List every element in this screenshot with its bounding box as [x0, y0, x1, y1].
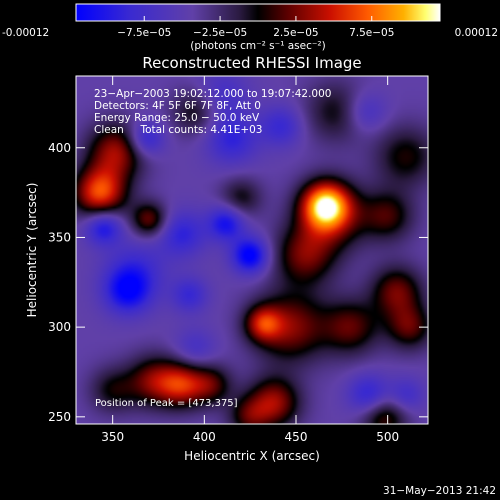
info-line-counts: Clean Total counts: 4.41E+03	[94, 124, 263, 136]
info-line-energy: Energy Range: 25.0 − 50.0 keV	[94, 112, 260, 124]
peak-position-label: Position of Peak = [473,375]	[95, 398, 238, 409]
x-axis-ticks	[112, 76, 389, 424]
colorbar-unit-label: (photons cm⁻² s⁻¹ asec⁻²)	[190, 40, 325, 52]
x-tick-label: 450	[285, 430, 308, 444]
colorbar	[75, 3, 441, 22]
x-axis-tick-labels: 350 400 450 500	[101, 430, 399, 444]
y-tick-label: 250	[48, 410, 71, 424]
info-line-detectors: Detectors: 4F 5F 6F 7F 8F, Att 0	[94, 100, 261, 112]
x-tick-label: 350	[101, 430, 124, 444]
info-line-time: 23−Apr−2003 19:02:12.000 to 19:07:42.000	[94, 88, 331, 100]
colorbar-tick-label: −7.5e−05	[117, 27, 171, 39]
plot-frame	[75, 75, 429, 425]
chart-title: Reconstructed RHESSI Image	[142, 54, 361, 72]
y-axis-label: Heliocentric Y (arcsec)	[25, 183, 39, 318]
y-axis-tick-labels: 250 300 350 400	[48, 141, 71, 424]
colorbar-tick-label: 0.00012	[455, 27, 498, 39]
y-tick-label: 300	[48, 320, 71, 334]
x-tick-label: 500	[376, 430, 399, 444]
colorbar-tick-label: 2.5e−05	[273, 27, 318, 39]
x-tick-label: 400	[193, 430, 216, 444]
colorbar-ticks	[75, 16, 441, 21]
colorbar-tick-label: −2.5e−05	[193, 27, 247, 39]
y-axis-ticks	[76, 147, 428, 418]
x-axis-label: Heliocentric X (arcsec)	[184, 449, 320, 463]
y-tick-label: 400	[48, 141, 71, 155]
colorbar-tick-label: 7.5e−05	[349, 27, 394, 39]
colorbar-tick-labels: -0.00012 −7.5e−05 −2.5e−05 2.5e−05 7.5e−05 0.…	[2, 27, 498, 39]
heatmap-image	[76, 76, 428, 424]
y-tick-label: 350	[48, 230, 71, 244]
footer-timestamp: 31−May−2013 21:42	[383, 485, 496, 497]
colorbar-tick-label: -0.00012	[2, 27, 49, 39]
